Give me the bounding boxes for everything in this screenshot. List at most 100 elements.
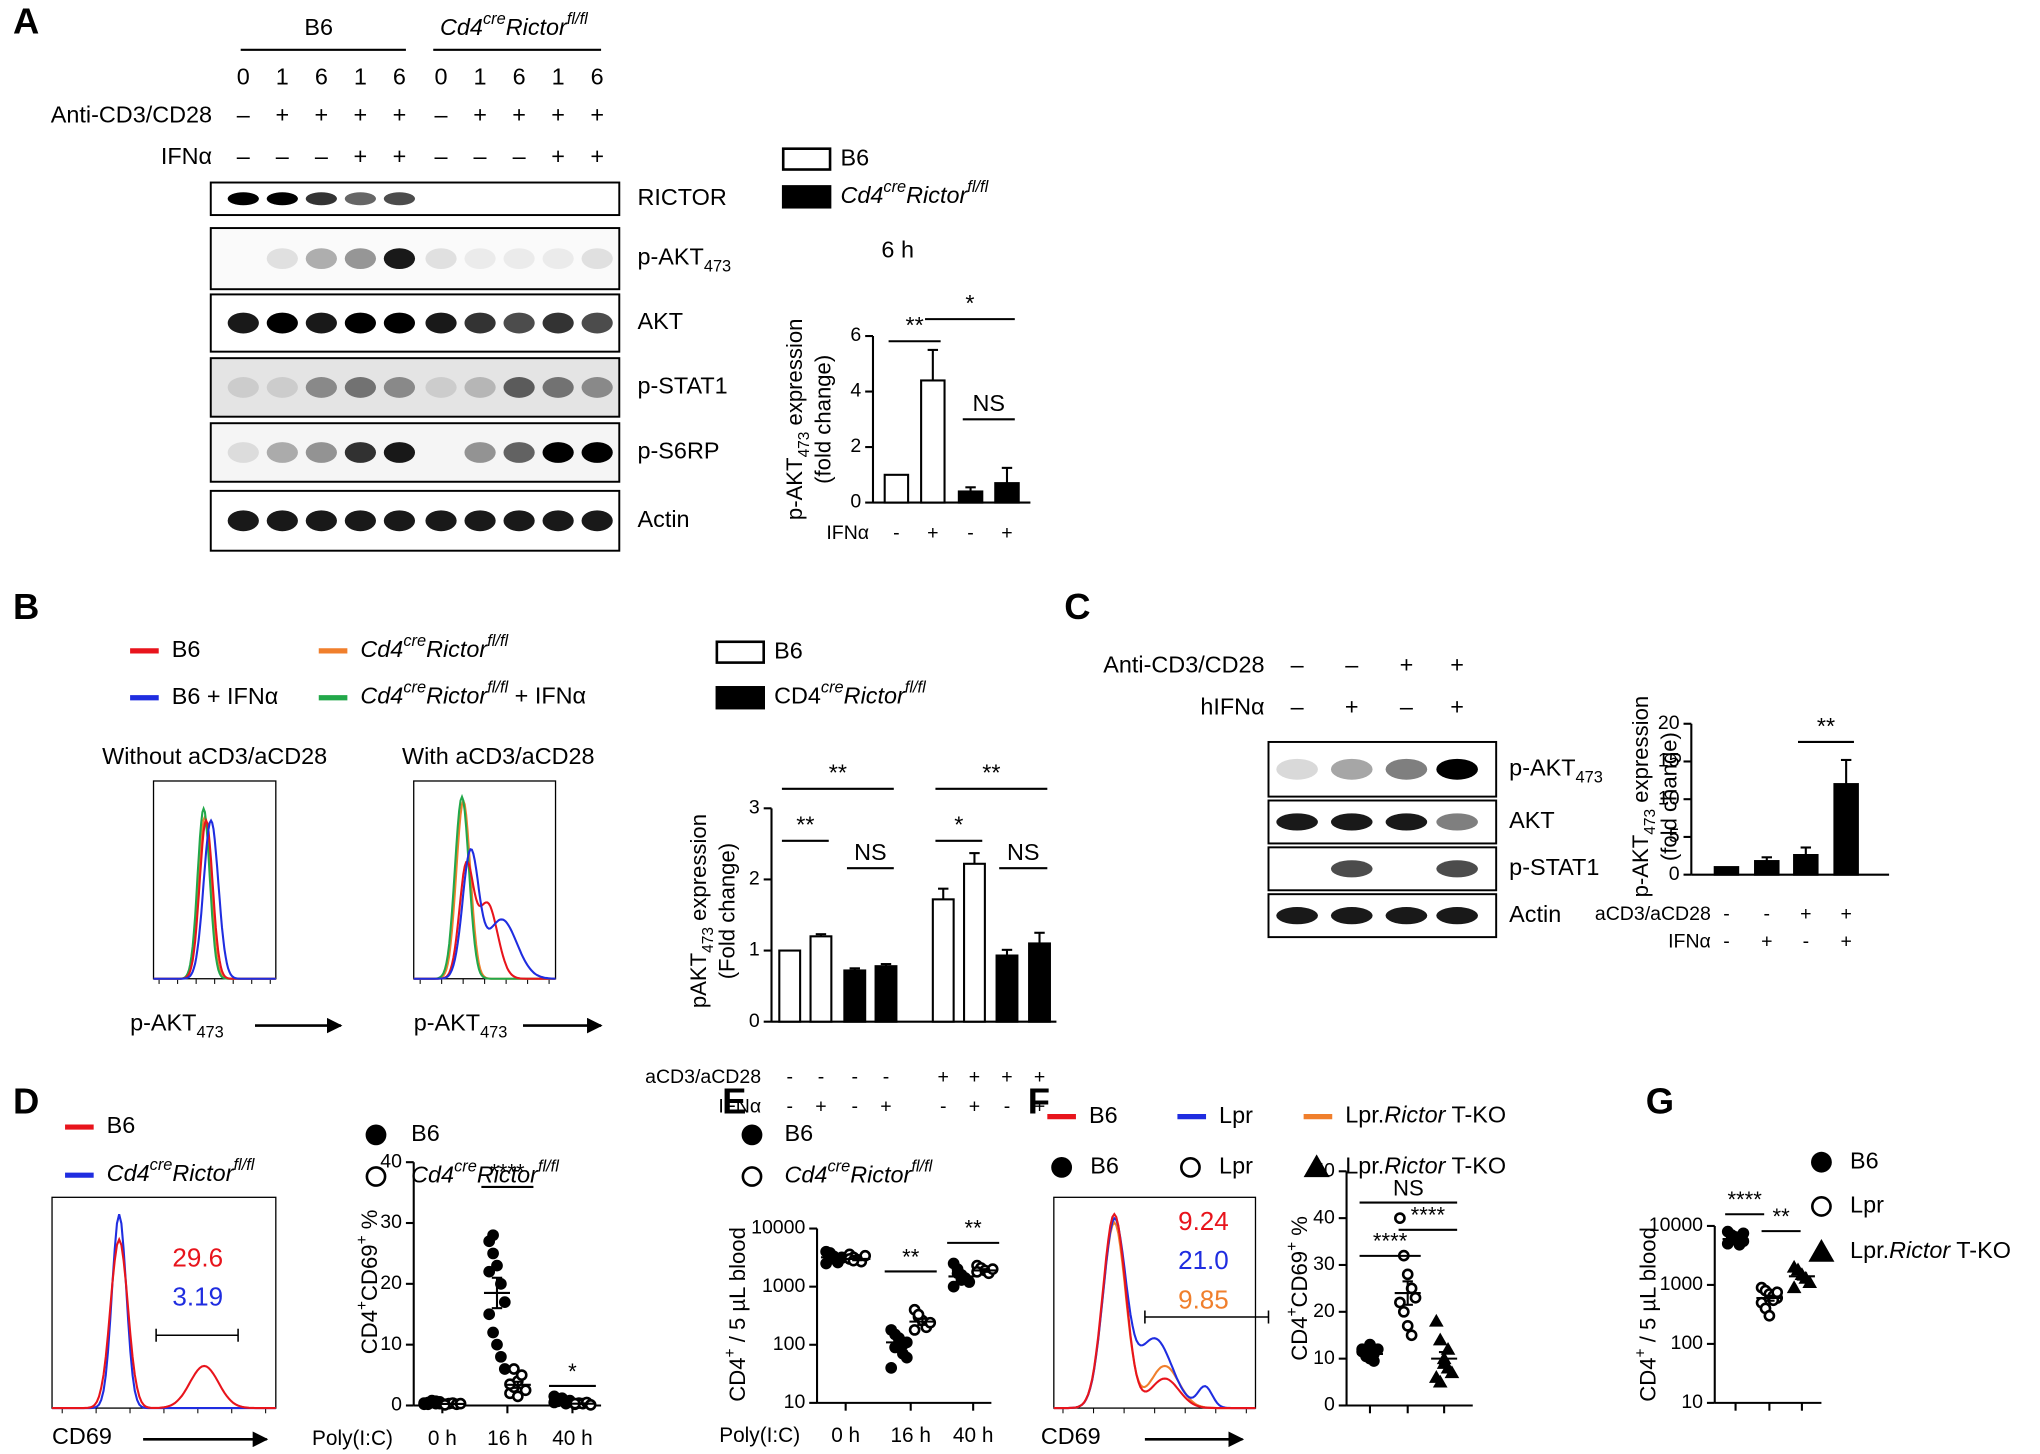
- legend-label: Cd4creRictorfl/fl: [840, 178, 988, 208]
- bar: [920, 379, 946, 504]
- blot-band: [1276, 758, 1318, 780]
- significance-label: ****: [490, 1160, 525, 1185]
- text-part: +: [1632, 1348, 1649, 1357]
- y-tick-label: 0: [1324, 1394, 1335, 1416]
- x-tick-label: 0 h: [428, 1427, 457, 1450]
- treatment-label: Anti-CD3/CD28: [1103, 652, 1264, 678]
- blot-band: [344, 442, 376, 463]
- text-part: Lpr.: [1345, 1102, 1384, 1128]
- y-tick-label: 30: [1313, 1253, 1335, 1275]
- treatment-sign: +: [590, 143, 604, 169]
- text-part: cre: [454, 1158, 477, 1176]
- blot-band: [464, 442, 496, 463]
- data-point: [1401, 1320, 1414, 1332]
- blot-band: [227, 312, 259, 334]
- x-row-sign: +: [1001, 522, 1012, 544]
- treatment-sign: –: [276, 143, 289, 169]
- gate-label: 21.0: [1178, 1245, 1229, 1275]
- x-row-label: IFNα: [1668, 930, 1711, 952]
- text-part: CD4: [774, 683, 821, 709]
- x-row-sign: -: [1803, 930, 1810, 952]
- gate-label: 3.19: [172, 1282, 223, 1312]
- data-point: [495, 1350, 507, 1363]
- text-part: CD69: [1287, 1251, 1312, 1308]
- blot-band: [266, 510, 298, 532]
- y-tick-label: 0: [850, 491, 861, 513]
- data-point: [1405, 1329, 1418, 1342]
- treatment-sign: –: [315, 143, 328, 169]
- treatment-sign: +: [315, 101, 329, 127]
- legend-label: CD4creRictorfl/fl: [774, 679, 926, 709]
- y-axis-label: (fold change): [811, 355, 836, 484]
- data-point: [908, 1324, 921, 1336]
- text-part: 473: [1576, 769, 1603, 787]
- data-point: [1733, 1238, 1746, 1251]
- bar: [994, 482, 1020, 504]
- text-part: Cd4: [360, 683, 403, 709]
- treatment-sign: –: [435, 101, 448, 127]
- blot-band: [266, 192, 298, 206]
- text-part: +: [353, 1235, 370, 1244]
- text-part: +: [722, 1348, 739, 1357]
- data-point: [1409, 1291, 1422, 1304]
- histogram-curve: [52, 1236, 276, 1410]
- blot-band: [266, 248, 298, 270]
- data-point: [1771, 1286, 1784, 1299]
- legend-marker: [1180, 1156, 1201, 1178]
- x-tick-label: 40 h: [953, 1424, 993, 1447]
- blot-band: [581, 312, 613, 334]
- text-part: cre: [403, 632, 426, 650]
- significance-label: **: [1772, 1204, 1790, 1229]
- text-part: Rictor: [426, 636, 488, 662]
- blot-band: [1276, 813, 1318, 831]
- blot-band: [503, 248, 535, 270]
- legend-marker: [365, 1124, 387, 1146]
- gate-label: 29.6: [172, 1243, 223, 1273]
- y-tick-label: 40: [1313, 1206, 1335, 1228]
- text-part: / 5 µL blood: [725, 1227, 750, 1348]
- data-point: [1786, 1280, 1802, 1294]
- text-part: cre: [821, 679, 844, 697]
- text-part: +: [1284, 1307, 1301, 1316]
- bar: [931, 898, 955, 1023]
- treatment-sign: +: [393, 101, 407, 127]
- significance-label: **: [965, 1216, 983, 1241]
- y-tick-label: 6: [850, 324, 861, 346]
- treatment-sign: +: [275, 101, 289, 127]
- bar: [883, 473, 910, 504]
- data-point: [483, 1308, 496, 1321]
- blot-label: p-AKT473: [638, 244, 732, 276]
- text-part: Cd4: [411, 1162, 454, 1188]
- significance-label: *: [568, 1359, 577, 1384]
- histogram-title: With aCD3/aCD28: [402, 743, 595, 769]
- data-point: [1394, 1296, 1406, 1309]
- histogram-frame: [1053, 1196, 1257, 1409]
- y-tick-label: 5: [1669, 825, 1680, 847]
- treatment-sign: +: [354, 143, 368, 169]
- text-part: T-KO: [1950, 1237, 2011, 1263]
- group-label: B6: [304, 14, 333, 40]
- y-tick-label: 3: [749, 796, 760, 818]
- bar: [995, 954, 1019, 1023]
- x-row-sign: -: [883, 1066, 890, 1088]
- text-part: p-AKT: [1628, 835, 1653, 898]
- legend-label: B6: [774, 637, 803, 663]
- x-row-sign: -: [818, 1066, 825, 1088]
- text-part: CD69: [357, 1244, 382, 1301]
- blot-band: [1385, 907, 1428, 925]
- legend-swatch: [715, 640, 765, 664]
- data-point: [1397, 1305, 1410, 1318]
- x-row-sign: -: [1764, 903, 1771, 925]
- text-part: p-AKT: [1509, 754, 1575, 780]
- y-tick-label: 100: [773, 1333, 806, 1355]
- legend-marker: [1303, 1154, 1330, 1178]
- significance-label: **: [982, 760, 1000, 786]
- legend-label: B6: [840, 144, 869, 170]
- text-part: Rictor: [172, 1160, 234, 1186]
- x-tick-label: 16 h: [890, 1424, 930, 1447]
- text-part: Rictor: [477, 1162, 539, 1188]
- panel-label: C: [1064, 586, 1090, 627]
- x-axis-title: Poly(I:C): [719, 1424, 800, 1447]
